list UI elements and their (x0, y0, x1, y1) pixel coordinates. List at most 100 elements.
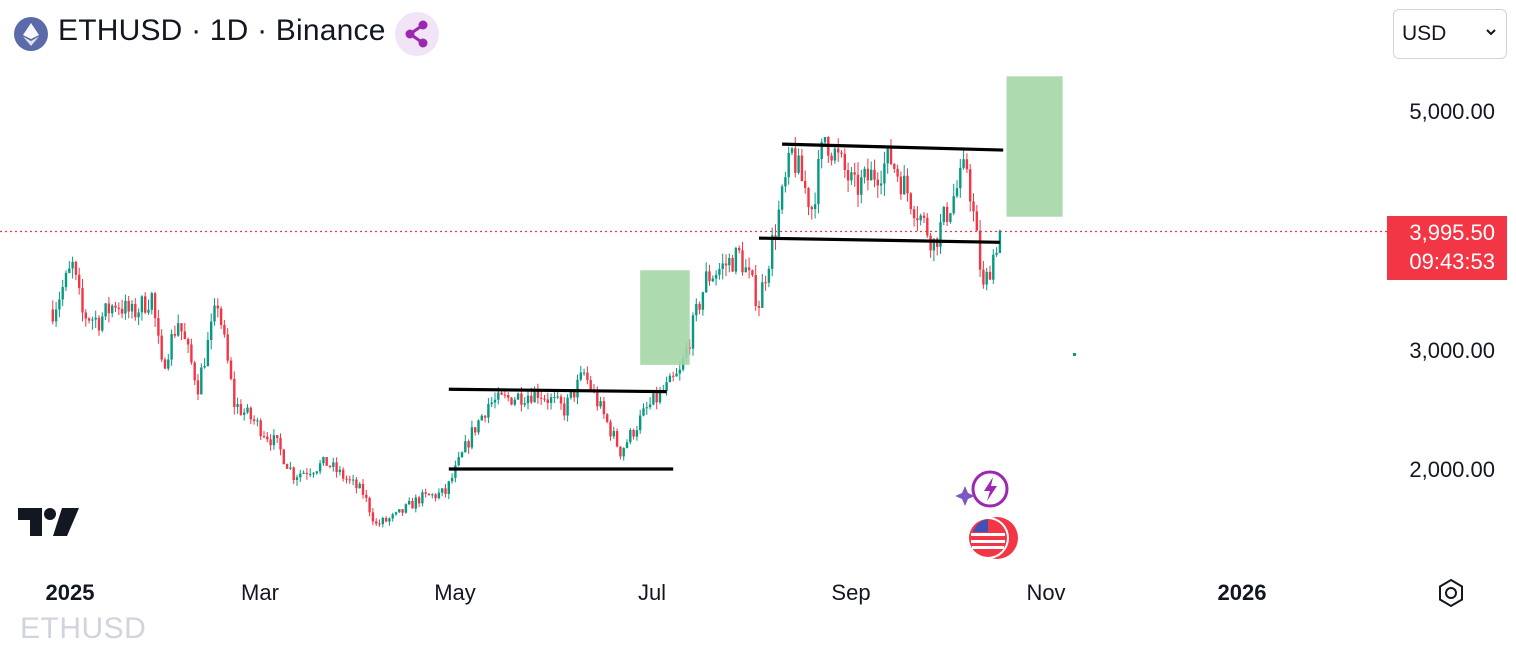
candle-body (645, 407, 648, 409)
candle-body (500, 392, 503, 395)
candle-body (404, 504, 408, 513)
candle-body (929, 235, 932, 251)
candle-body (691, 315, 695, 349)
candle-body (58, 299, 61, 310)
candle-body (127, 300, 130, 312)
candle-body (444, 488, 447, 494)
candle-body (450, 477, 454, 482)
candle-body (906, 175, 909, 194)
candle-body (163, 359, 167, 369)
candle-body (355, 479, 358, 489)
candle-body (183, 331, 186, 340)
candle-body (731, 257, 734, 272)
candle-body (342, 469, 345, 479)
currency-value: USD (1402, 22, 1447, 45)
candle-body (807, 188, 810, 208)
candle-body (101, 316, 104, 331)
candle-body (424, 492, 427, 494)
last-price-value: 3,995.50 (1409, 220, 1495, 245)
candle-body (295, 477, 299, 481)
currency-select[interactable]: USD (1393, 9, 1507, 59)
candle-body (942, 206, 945, 223)
candle-body (219, 308, 223, 325)
candle-body (886, 148, 889, 164)
candle-body (54, 309, 58, 322)
candle-body (761, 282, 764, 308)
candle-body (820, 142, 823, 159)
x-axis-tick: Jul (637, 580, 667, 605)
candle-body (846, 169, 850, 181)
candle-body (589, 380, 592, 391)
candle-body (978, 230, 982, 270)
candle-body (718, 268, 721, 275)
candle-body (68, 268, 71, 273)
candle-body (837, 148, 840, 153)
candle-body (358, 483, 361, 489)
candle-body (312, 473, 315, 475)
candle-body (262, 436, 266, 438)
candle-body (437, 492, 441, 499)
candle-body (655, 393, 658, 403)
candle-body (721, 263, 724, 269)
candle-body (256, 420, 259, 422)
candle-body (609, 421, 612, 437)
candle-body (774, 235, 777, 238)
candle-body (949, 213, 952, 222)
x-axis-tick: Mar (241, 580, 279, 605)
y-axis-tick: 3,000.00 (1409, 338, 1495, 363)
candle-body (629, 429, 632, 443)
candle-body (97, 317, 101, 331)
candle-body (711, 278, 714, 282)
share-button[interactable] (395, 12, 439, 56)
candle-body (840, 152, 843, 154)
settings-icon[interactable] (1436, 578, 1466, 608)
candle-body (916, 218, 919, 221)
candle-body (497, 392, 500, 400)
candle-body (922, 215, 926, 218)
candle-body (365, 494, 368, 498)
candle-body (533, 389, 536, 403)
candle-body (767, 268, 771, 283)
candle-body (124, 300, 127, 314)
candle-body (81, 288, 84, 313)
candle-body (965, 159, 969, 170)
tradingview-logo[interactable] (18, 506, 80, 538)
candle-body (266, 436, 269, 440)
candle-body (74, 261, 78, 275)
candle-body (797, 155, 800, 173)
candle-body (61, 287, 64, 300)
us-flag-event-icon[interactable] (965, 516, 1023, 560)
candle-body (912, 209, 916, 219)
candle-body (817, 158, 820, 205)
candle-body (919, 215, 922, 221)
candle-body (477, 420, 480, 433)
candle-body (200, 367, 203, 395)
candle-body (952, 196, 955, 214)
candle-body (78, 274, 81, 289)
candle-body (665, 382, 668, 391)
candle-body (549, 397, 553, 403)
candle-body (985, 271, 988, 285)
candle-body (741, 250, 744, 273)
candle-body (213, 305, 216, 322)
lightning-event-icon[interactable] (956, 468, 1012, 512)
candle-body (335, 462, 338, 473)
candle-body (503, 394, 507, 396)
candle-body (107, 303, 111, 314)
candle-body (856, 174, 860, 195)
candle-body (381, 518, 384, 525)
candle-body (780, 186, 784, 210)
symbol-title[interactable]: ETHUSD · 1D · Binance (58, 14, 386, 47)
candle-body (850, 172, 853, 181)
candle-body (896, 168, 899, 177)
candle-body (368, 497, 371, 513)
candle-body (625, 442, 629, 448)
candle-body (520, 393, 523, 405)
share-nodes-icon (405, 20, 428, 48)
candle-body (272, 435, 276, 446)
candle-body (863, 168, 866, 178)
candle-body (460, 452, 464, 458)
candle-body (243, 412, 246, 415)
candle-body (318, 463, 322, 472)
